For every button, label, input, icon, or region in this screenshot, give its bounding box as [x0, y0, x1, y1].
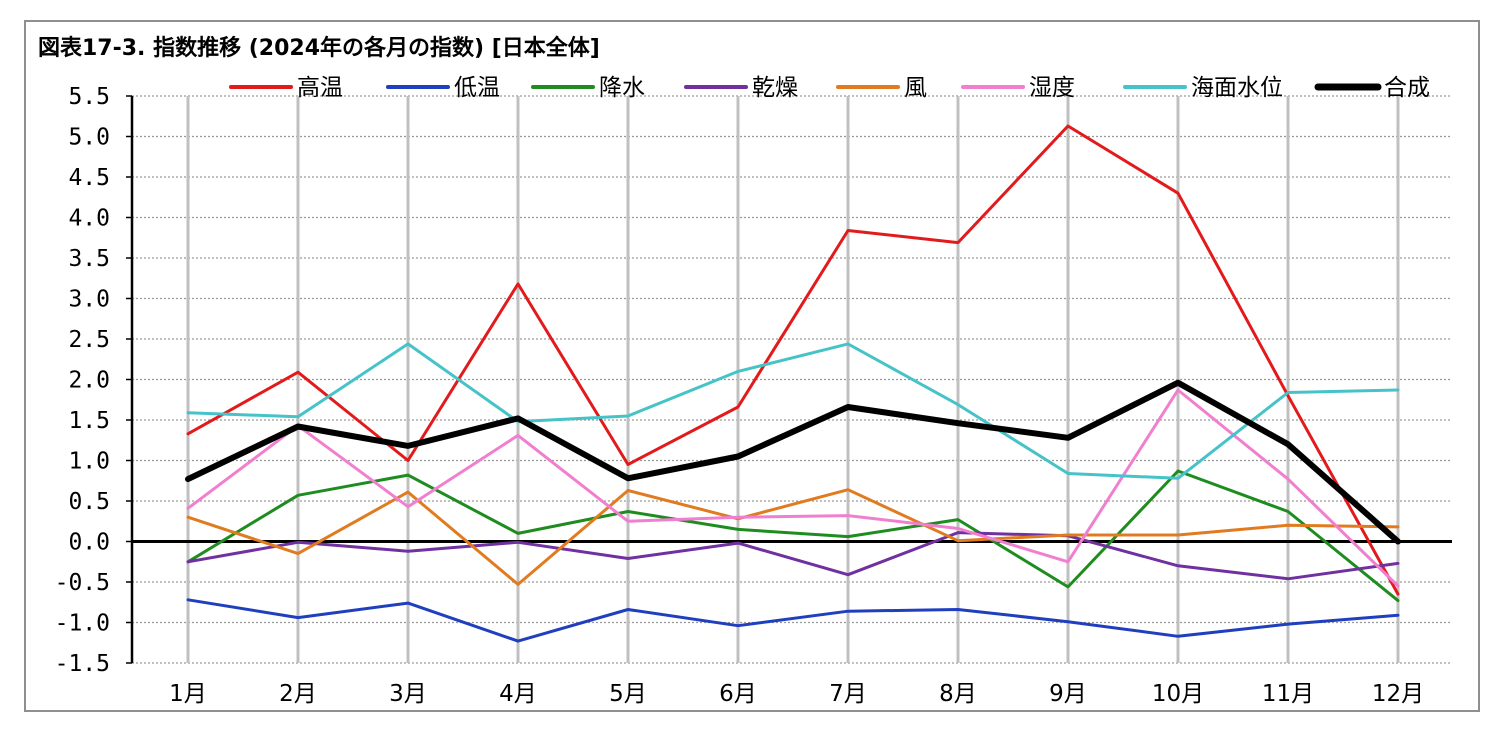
legend-label-3: 乾燥 [752, 75, 798, 101]
legend-label-2: 降水 [599, 75, 645, 101]
series-line-7 [185, 379, 1401, 545]
x-tick-label: 3月 [389, 681, 427, 707]
axes: 5.5 5.0 4.5 4.0 3.5 3.0 2.5 2.0 1.5 1.0 0.5 0.0 -0.5… [55, 84, 1452, 707]
chart-title: 図表17-3. 指数推移 (2024年の各月の指数) [日本全体] [38, 36, 600, 61]
series-line-3 [186, 531, 1400, 581]
y-tick-label: 3.0 [68, 287, 110, 313]
y-tick-label: -1.5 [55, 651, 110, 677]
x-tick-label: 2月 [279, 681, 317, 707]
x-tick-label: 12月 [1372, 681, 1424, 707]
series-line-1 [186, 598, 1400, 643]
y-tick-label: 4.0 [68, 206, 110, 232]
y-tick-label: 3.5 [68, 246, 110, 272]
y-tick-label: -0.5 [55, 570, 110, 596]
legend: 高温 低温 降水 乾燥 風 湿度 海面水位 合成 [229, 75, 1430, 101]
x-tick-label: 10月 [1152, 681, 1204, 707]
series-line-5 [186, 388, 1400, 588]
chart-frame [24, 20, 1480, 712]
y-tick-label: 5.0 [68, 125, 110, 151]
x-tick-label: 11月 [1262, 681, 1314, 707]
y-tick-label: 2.5 [68, 327, 110, 353]
x-tick-label: 9月 [1049, 681, 1087, 707]
y-tick-label: -1.0 [55, 611, 110, 637]
y-tick-label: 0.0 [68, 530, 110, 556]
x-tick-label: 6月 [719, 681, 757, 707]
grid [132, 95, 1452, 664]
y-tick-label: 1.0 [68, 449, 110, 475]
y-tick-label: 4.5 [68, 165, 110, 191]
series-line-0 [186, 124, 1400, 596]
legend-label-0: 高温 [297, 75, 343, 101]
series-lines [185, 124, 1401, 643]
y-tick-label: 1.5 [68, 408, 110, 434]
y-tick-label: 0.5 [68, 489, 110, 515]
legend-label-4: 風 [904, 75, 927, 101]
x-tick-label: 8月 [939, 681, 977, 707]
x-tick-label: 7月 [829, 681, 867, 707]
series-line-6 [186, 342, 1400, 480]
x-tick-label: 4月 [499, 681, 537, 707]
y-tick-label: 5.5 [68, 84, 110, 110]
series-line-4 [186, 488, 1400, 586]
legend-label-7: 合成 [1384, 75, 1430, 101]
y-tick-label: 2.0 [68, 368, 110, 394]
x-tick-label: 5月 [609, 681, 647, 707]
x-tick-label: 1月 [169, 681, 207, 707]
series-line-2 [186, 469, 1400, 603]
legend-label-1: 低温 [454, 75, 500, 101]
legend-label-5: 湿度 [1029, 75, 1075, 101]
legend-label-6: 海面水位 [1191, 75, 1283, 101]
